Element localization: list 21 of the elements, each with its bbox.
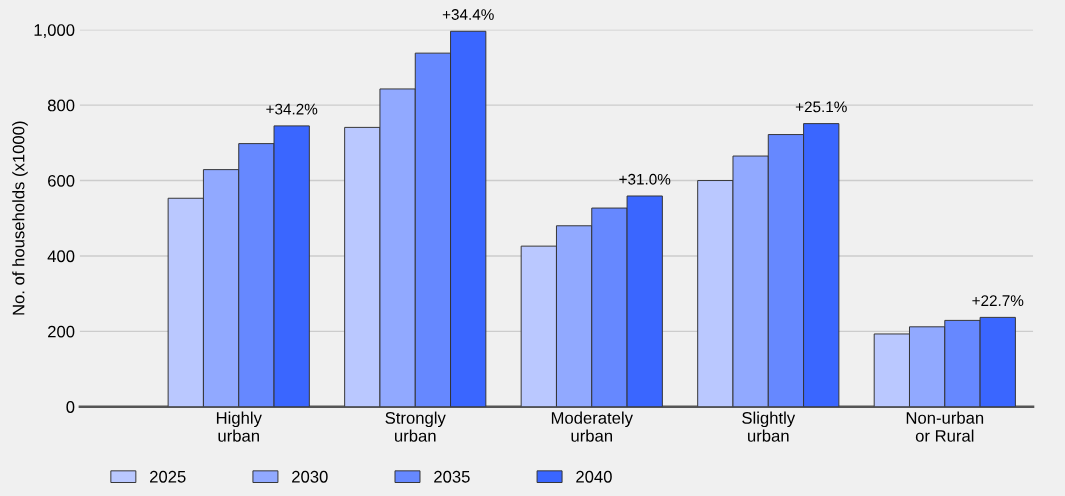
y-tick-label: 0	[66, 401, 75, 413]
x-tick-label: Moderately urban	[551, 411, 633, 442]
annotation: +31.0%	[619, 173, 671, 185]
annotation: +25.1%	[795, 101, 847, 113]
x-tick-label: Highly urban	[216, 411, 262, 442]
y-tick-label: 1,000	[34, 24, 75, 38]
x-tick-label: Non-urban or Rural	[906, 411, 984, 442]
y-tick-label: 800	[47, 99, 75, 112]
x-tick-label: Slightly urban	[742, 411, 796, 442]
annotation: +22.7%	[972, 295, 1024, 306]
legend-label: 2040	[576, 470, 612, 483]
y-axis-title: No. of households (x1000)	[12, 121, 28, 315]
y-tick-label: 600	[48, 174, 75, 187]
x-tick-label: Strongly urban	[385, 411, 446, 442]
y-tick-label: 400	[47, 250, 75, 263]
annotation: +34.2%	[266, 103, 318, 115]
text: +34.4%	[442, 9, 494, 20]
legend-label: 2030	[292, 470, 328, 483]
y-tick-label: 200	[48, 325, 75, 338]
legend-label: 2025	[150, 470, 186, 483]
legend-label: 2035	[434, 470, 470, 483]
